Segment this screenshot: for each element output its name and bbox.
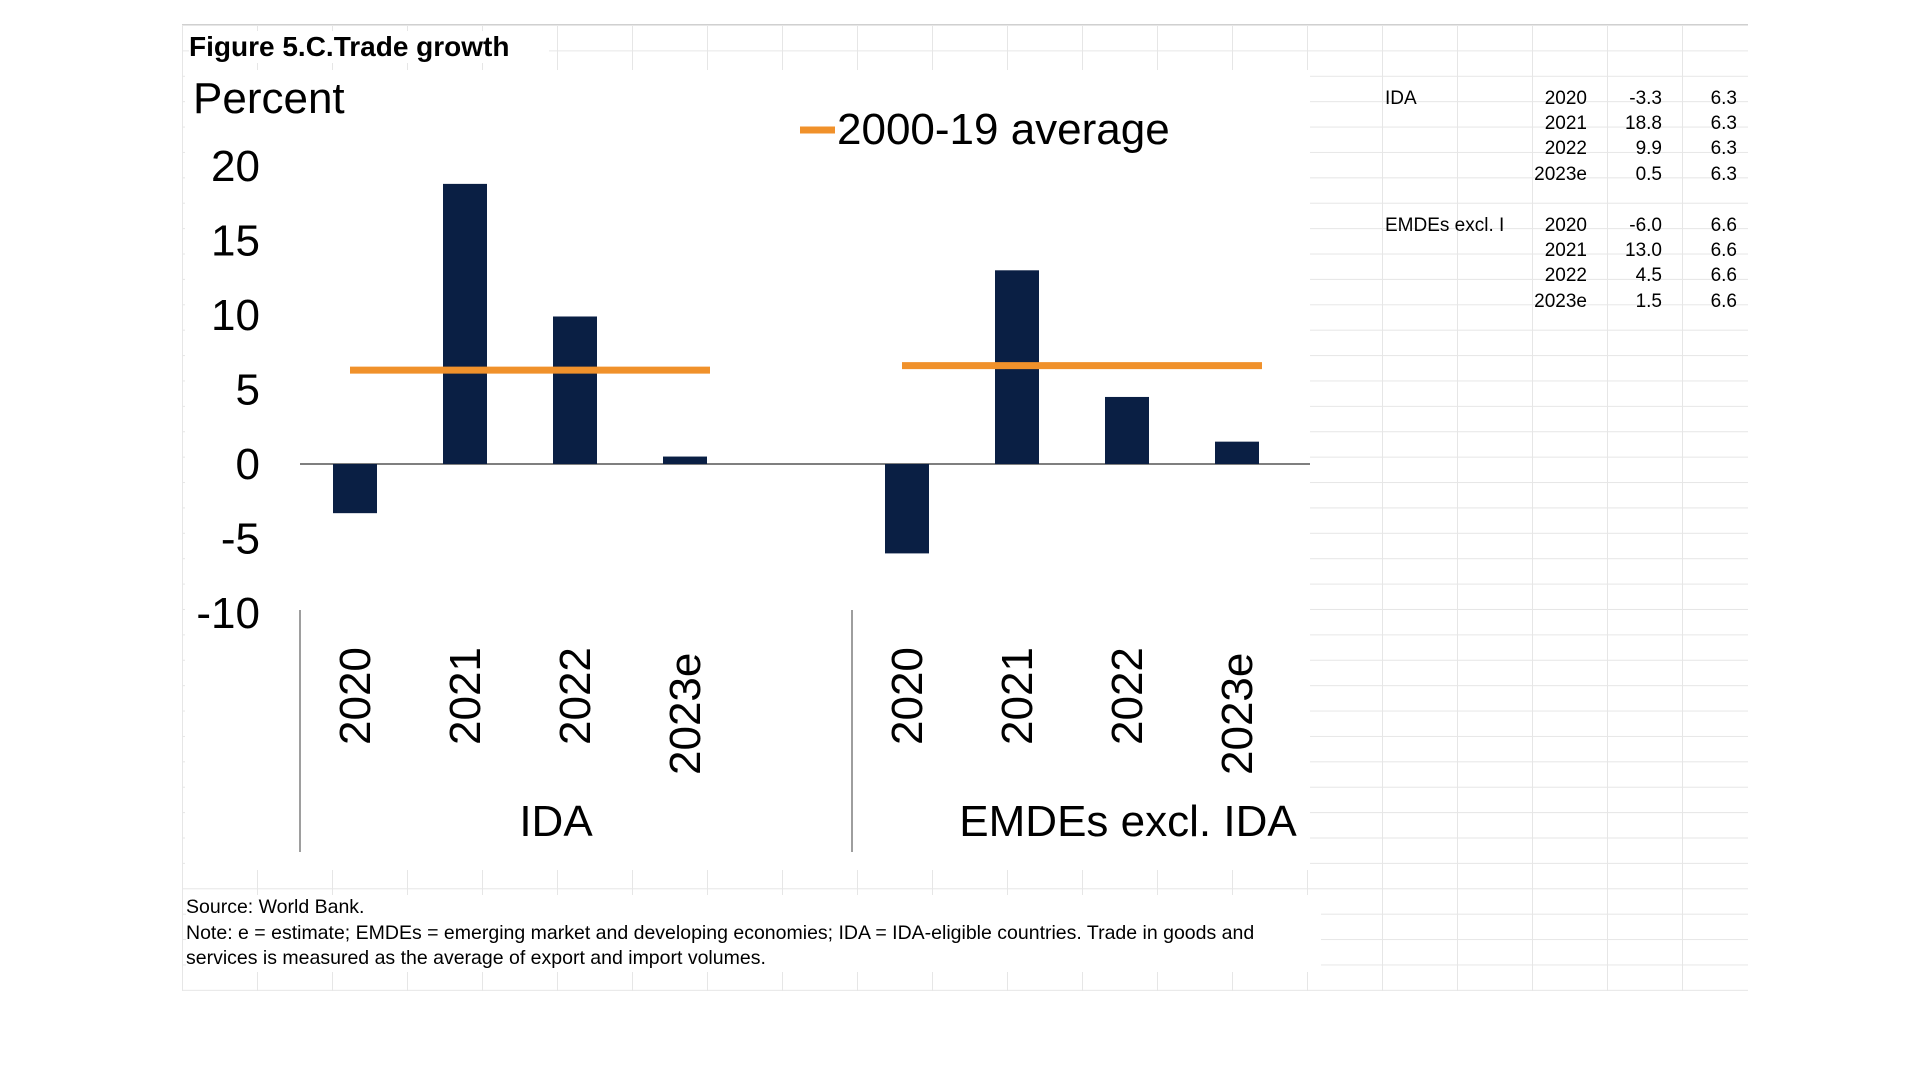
x-tick-label: 2020 <box>331 647 380 745</box>
data-table: IDA 2020 -3.3 6.3 2021 18.8 6.3 2022 9.9 6.3 2023e… <box>1385 86 1737 315</box>
table-cell-average: 6.6 <box>1710 265 1737 287</box>
table-cell-group: IDA <box>1385 87 1417 109</box>
table-cell-value: 9.9 <box>1635 138 1662 160</box>
bar <box>1215 441 1259 464</box>
table-cell-group <box>1385 137 1525 162</box>
bar <box>553 316 597 464</box>
table-cell-value: 13.0 <box>1625 240 1662 262</box>
y-tick-label: 15 <box>211 217 260 266</box>
table-cell-group: EMDEs excl. I <box>1385 214 1505 236</box>
table-cell-year: 2023e <box>1534 163 1587 185</box>
table-cell-value: 0.5 <box>1635 163 1662 185</box>
note-text: Note: e = estimate; EMDEs = emerging mar… <box>186 921 1255 970</box>
table-cell-year: 2022 <box>1544 138 1587 160</box>
table-cell-year: 2023e <box>1534 290 1587 312</box>
table-cell-average: 6.3 <box>1710 113 1737 135</box>
table-cell-year <box>1525 188 1587 213</box>
y-tick-label: -10 <box>196 589 260 638</box>
bar <box>885 464 929 554</box>
table-cell-average: 6.6 <box>1710 290 1737 312</box>
figure-title: Figure 5.C.Trade growth <box>189 31 550 63</box>
trade-growth-chart: Percent 20 15 10 5 0 -5 -10 2000-19 average 2020 2… <box>185 70 1310 870</box>
y-tick-label: -5 <box>221 515 260 564</box>
table-row: 2023e 1.5 6.6 <box>1385 289 1737 314</box>
table-cell-group <box>1385 289 1525 314</box>
y-axis-label: Percent <box>193 74 345 123</box>
y-tick-label: 0 <box>236 440 260 489</box>
x-tick-label: 2020 <box>883 647 932 745</box>
figure-notes: Source: World Bank. Note: e = estimate; … <box>186 895 1321 972</box>
table-cell-average: 6.3 <box>1710 163 1737 185</box>
table-cell-average <box>1662 188 1737 213</box>
x-tick-label: 2022 <box>1103 647 1152 745</box>
table-cell-average: 6.3 <box>1710 87 1737 109</box>
y-tick-label: 10 <box>211 291 260 340</box>
chart-svg: Percent 20 15 10 5 0 -5 -10 2000-19 average 2020 2… <box>193 74 1310 852</box>
table-row: 2022 4.5 6.6 <box>1385 264 1737 289</box>
table-row: 2023e 0.5 6.3 <box>1385 162 1737 187</box>
bar <box>663 456 707 464</box>
group-label: IDA <box>519 797 593 846</box>
table-row: IDA 2020 -3.3 6.3 <box>1385 86 1737 111</box>
table-cell-year: 2022 <box>1544 265 1587 287</box>
table-row: 2021 18.8 6.3 <box>1385 111 1737 136</box>
table-cell-average: 6.6 <box>1710 240 1737 262</box>
table-cell-group <box>1385 264 1525 289</box>
table-cell-year: 2020 <box>1544 214 1587 236</box>
y-tick-label: 20 <box>211 142 260 191</box>
table-row: 2022 9.9 6.3 <box>1385 137 1737 162</box>
legend-label: 2000-19 average <box>837 105 1170 154</box>
table-row: 2021 13.0 6.6 <box>1385 238 1737 263</box>
table-cell-average: 6.6 <box>1710 214 1737 236</box>
table-cell-group <box>1385 111 1525 136</box>
x-tick-label: 2023e <box>661 653 710 775</box>
table-cell-average: 6.3 <box>1710 138 1737 160</box>
table-cell-value: 18.8 <box>1625 113 1662 135</box>
table-cell-value: -3.3 <box>1629 87 1662 109</box>
table-cell-year: 2021 <box>1544 113 1587 135</box>
bar <box>1105 396 1149 464</box>
table-cell-value: 1.5 <box>1635 290 1662 312</box>
table-cell-year: 2021 <box>1544 240 1587 262</box>
x-tick-label: 2022 <box>551 647 600 745</box>
x-tick-label: 2023e <box>1213 653 1262 775</box>
y-tick-label: 5 <box>236 366 260 415</box>
x-tick-label: 2021 <box>993 647 1042 745</box>
table-cell-group <box>1385 162 1525 187</box>
table-row: EMDEs excl. I 2020 -6.0 6.6 <box>1385 213 1737 238</box>
table-cell-group <box>1385 188 1525 213</box>
table-cell-group <box>1385 238 1525 263</box>
table-cell-value: 4.5 <box>1635 265 1662 287</box>
table-cell-value <box>1587 188 1662 213</box>
bar <box>333 464 377 514</box>
x-tick-label: 2021 <box>441 647 490 745</box>
group-label: EMDEs excl. IDA <box>959 797 1297 846</box>
table-row <box>1385 188 1737 213</box>
table-cell-year: 2020 <box>1544 87 1587 109</box>
source-text: Source: World Bank. <box>186 896 365 918</box>
table-cell-value: -6.0 <box>1629 214 1662 236</box>
bar <box>443 183 487 464</box>
